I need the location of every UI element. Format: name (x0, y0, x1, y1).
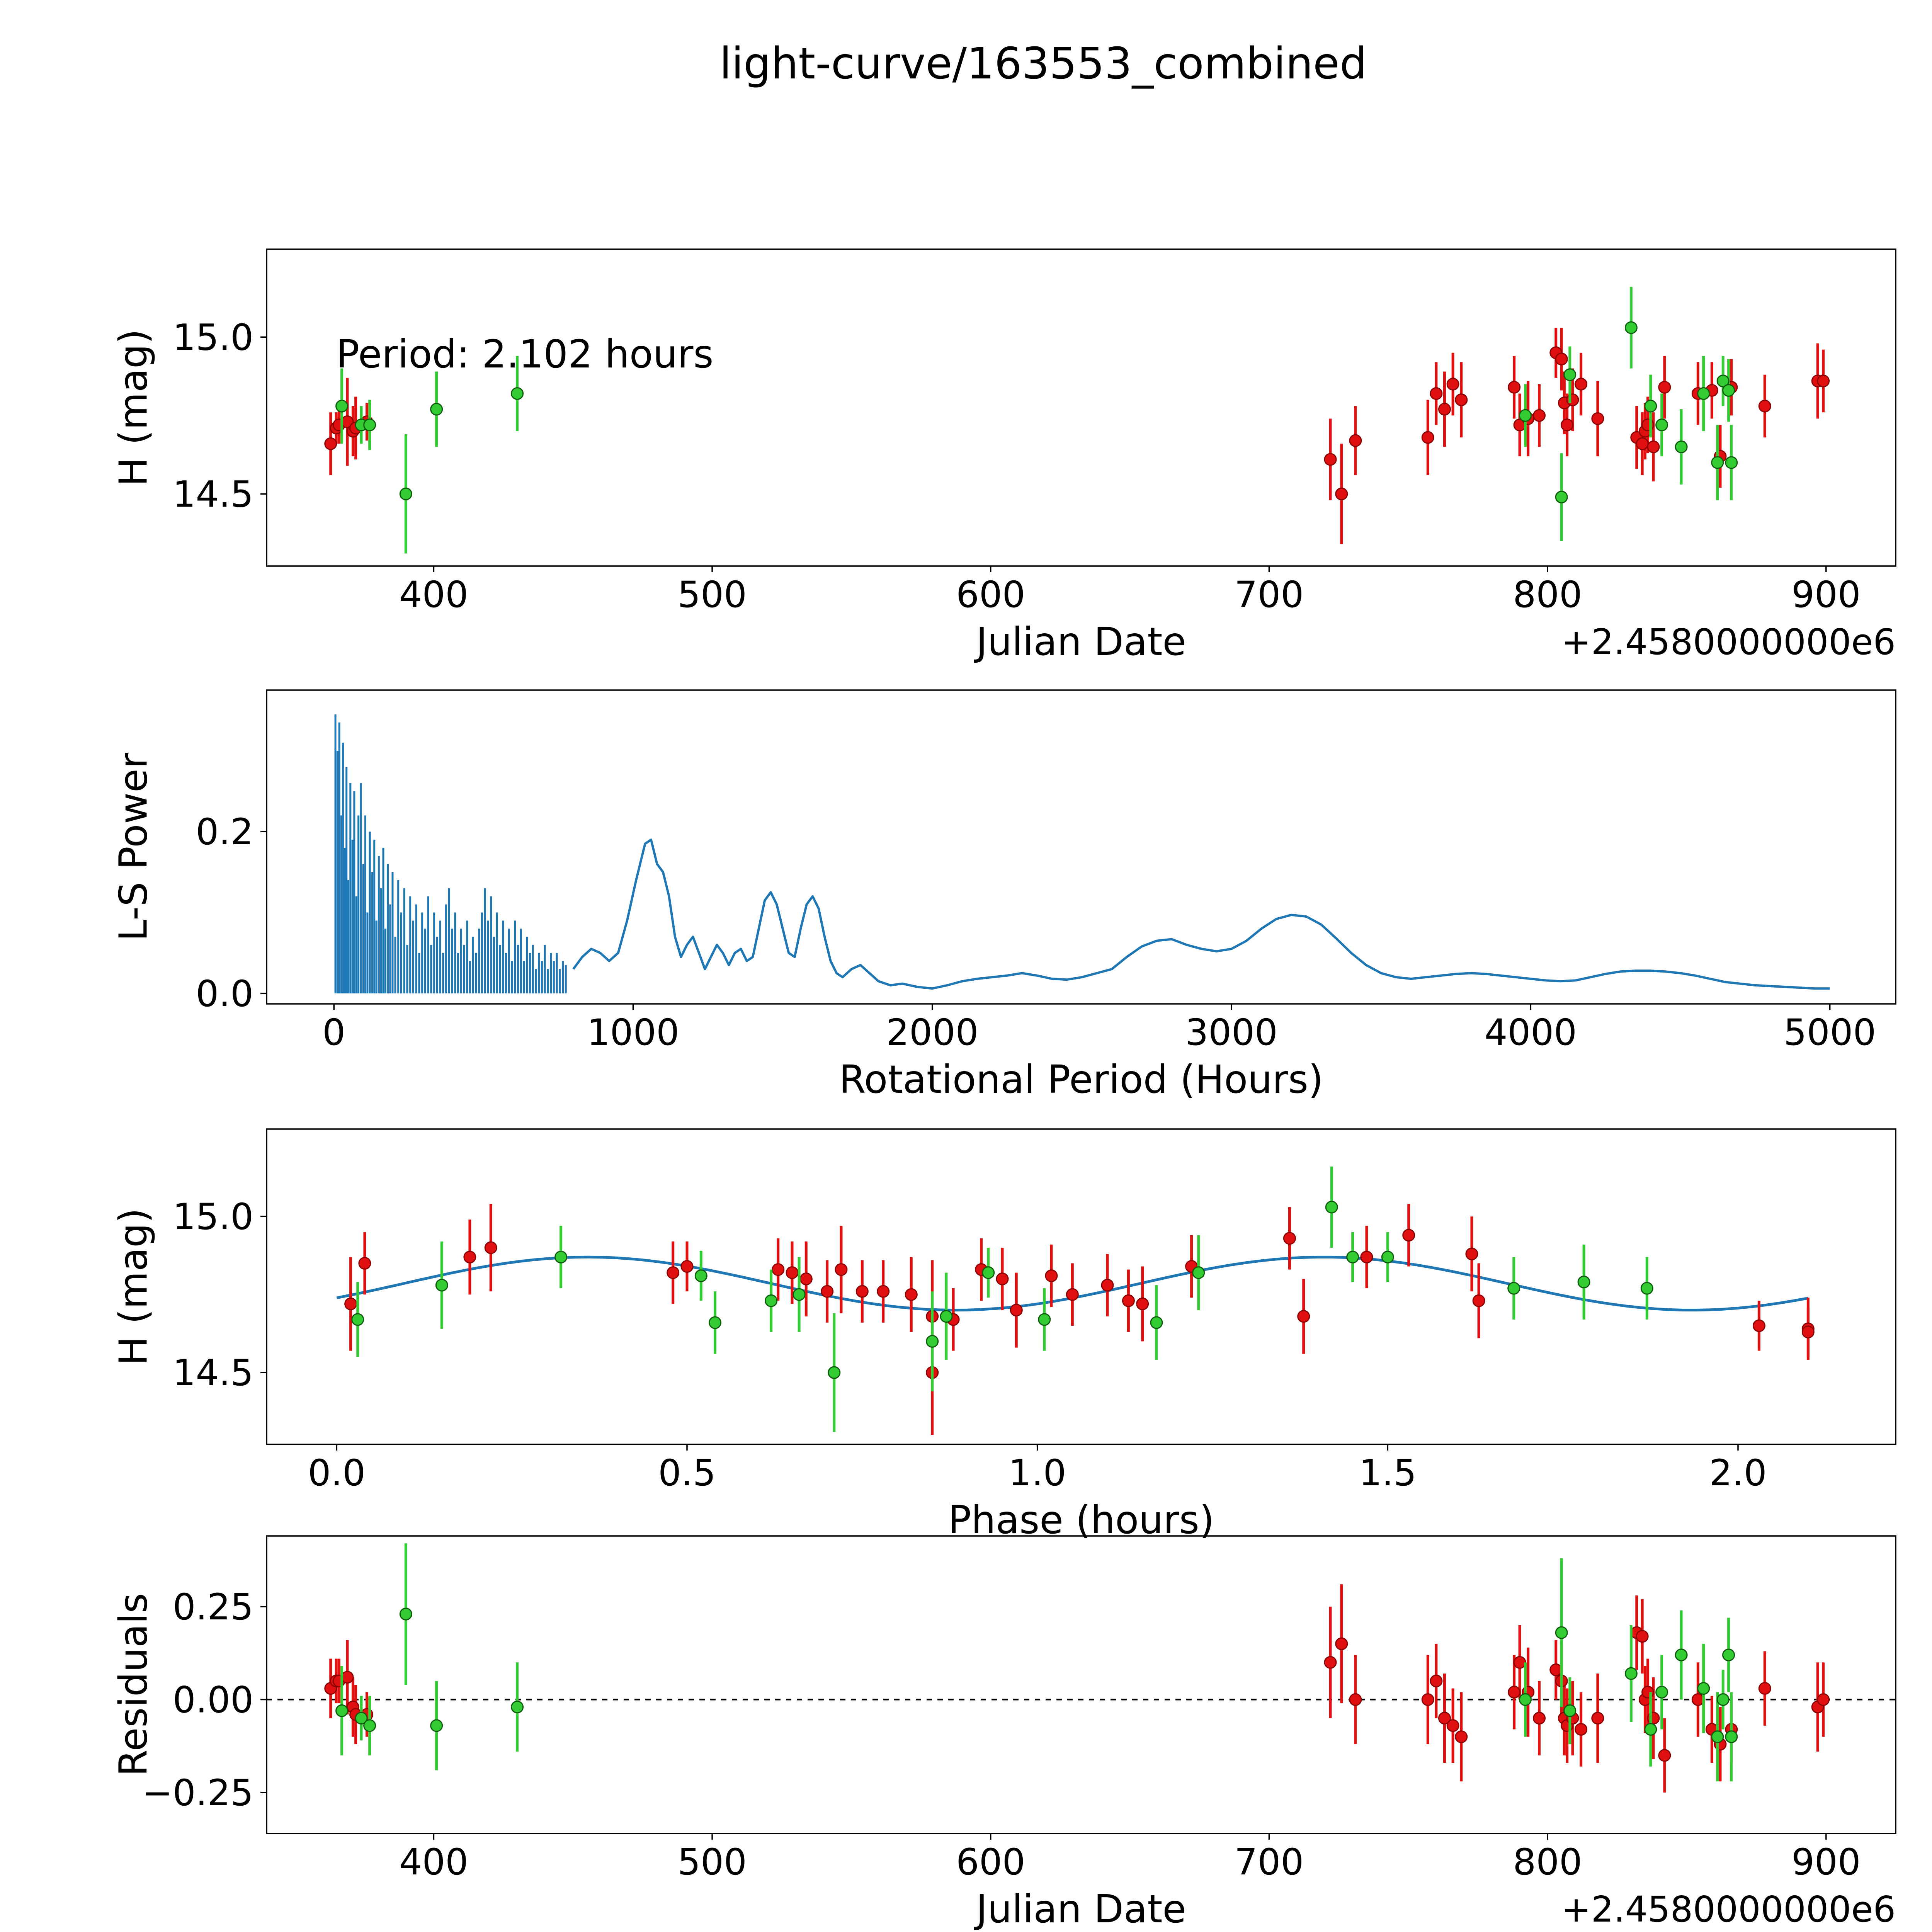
ax4-x-offset-label: +2.4580000000e6 (1561, 1889, 1896, 1930)
ax1-ylabel: H (mag) (111, 329, 156, 486)
svg-text:14.5: 14.5 (173, 473, 253, 515)
svg-text:700: 700 (1235, 1841, 1304, 1883)
ax3-xlabel: Phase (hours) (948, 1497, 1214, 1543)
period-annotation: Period: 2.102 hours (336, 332, 714, 377)
svg-text:5000: 5000 (1784, 1012, 1876, 1054)
svg-text:1000: 1000 (587, 1012, 679, 1054)
svg-text:600: 600 (956, 574, 1025, 616)
svg-text:15.0: 15.0 (173, 1196, 253, 1238)
svg-text:0.25: 0.25 (173, 1586, 253, 1628)
svg-text:0.0: 0.0 (308, 1452, 366, 1494)
svg-text:−0.25: −0.25 (142, 1772, 253, 1814)
svg-text:500: 500 (677, 574, 747, 616)
svg-text:400: 400 (399, 574, 468, 616)
svg-text:14.5: 14.5 (173, 1352, 253, 1394)
svg-text:15.0: 15.0 (173, 316, 253, 359)
svg-text:600: 600 (956, 1841, 1025, 1883)
ax1-x-offset-label: +2.4580000000e6 (1561, 621, 1896, 663)
svg-text:700: 700 (1235, 574, 1304, 616)
svg-text:1.5: 1.5 (1359, 1452, 1417, 1494)
svg-text:0.2: 0.2 (196, 811, 254, 853)
svg-text:400: 400 (399, 1841, 468, 1883)
svg-text:4000: 4000 (1485, 1012, 1577, 1054)
ax4-xlabel: Julian Date (976, 1886, 1186, 1932)
ax2-xlabel: Rotational Period (Hours) (839, 1057, 1323, 1102)
figure-title: light-curve/163553_combined (719, 39, 1367, 89)
svg-text:3000: 3000 (1185, 1012, 1277, 1054)
svg-text:0.5: 0.5 (658, 1452, 716, 1494)
svg-text:2.0: 2.0 (1709, 1452, 1767, 1494)
svg-text:0.00: 0.00 (173, 1679, 253, 1721)
svg-text:1.0: 1.0 (1009, 1452, 1066, 1494)
svg-text:900: 900 (1791, 574, 1861, 616)
ax3-ylabel: H (mag) (111, 1208, 156, 1366)
svg-text:2000: 2000 (886, 1012, 978, 1054)
ax2-ylabel: L-S Power (111, 753, 156, 941)
svg-text:500: 500 (677, 1841, 747, 1883)
svg-text:800: 800 (1513, 1841, 1582, 1883)
ax4-ylabel: Residuals (111, 1593, 156, 1777)
svg-text:900: 900 (1791, 1841, 1861, 1883)
svg-text:0.0: 0.0 (196, 973, 254, 1015)
ax1-xlabel: Julian Date (976, 619, 1186, 664)
svg-text:800: 800 (1513, 574, 1582, 616)
svg-text:0: 0 (322, 1012, 345, 1054)
